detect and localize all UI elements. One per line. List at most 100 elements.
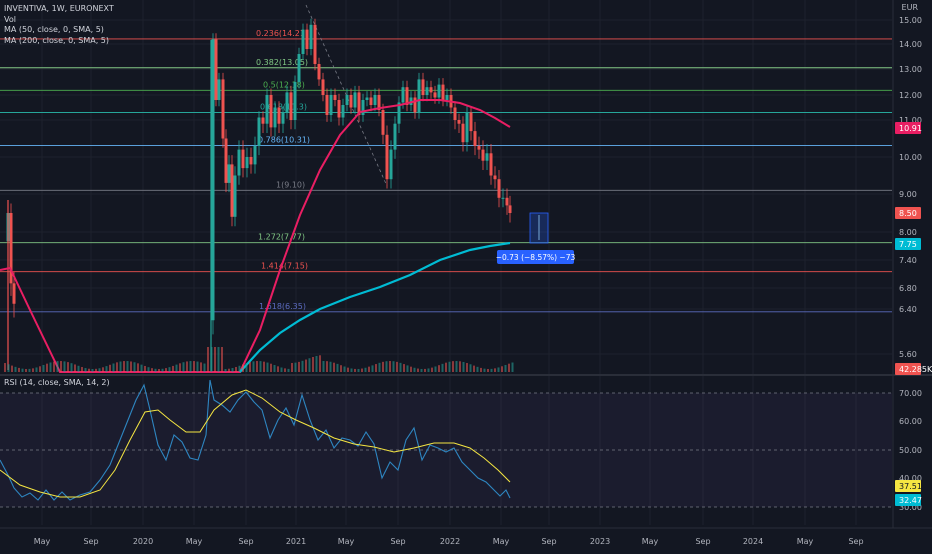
candle-body-54 [377,95,381,110]
candle-body-26 [265,95,269,124]
ma200-indicator-label[interactable]: MA (200, close, 0, SMA, 5) [4,35,110,45]
candle-body-60 [401,87,405,103]
volume-bar [413,367,416,372]
volume-bar [158,368,160,372]
volume-bar [25,368,27,372]
volume-bar [284,368,286,372]
candle-body-41 [325,95,329,115]
volume-bar [459,361,461,372]
volume-bar [294,362,297,372]
ma50-indicator-label[interactable]: MA (50, close, 0, SMA, 5) [4,25,104,34]
volume-bar [196,361,199,372]
volume-bar [504,364,507,372]
price-badge-bg-0 [895,122,921,134]
candle-body-71 [445,95,449,100]
date-tick-12: May [642,537,659,546]
date-tick-16: Sep [848,537,863,546]
volume-bar [4,363,6,372]
rsi-badge-1: 32.47 [899,496,922,505]
volume-bar [67,362,69,372]
volume-bars [4,347,514,372]
volume-bar [378,362,381,372]
symbol-title[interactable]: INVENTIVA, 1W, EURONEXT [4,4,114,13]
candle-body-70 [441,84,445,100]
volume-bar [11,365,13,372]
volume-bar [140,364,143,372]
volume-bar [60,361,62,372]
volume-bar [308,358,311,372]
volume-bar [382,361,384,372]
candle-body-77 [469,112,473,132]
candle-body-58 [393,123,397,150]
rsi-line [0,379,511,501]
candle-body-15 [224,138,228,183]
candle-body-36 [305,29,309,49]
candle-body-80 [481,149,485,161]
volume-bar [161,368,164,372]
rsi-indicator-label[interactable]: RSI (14, close, SMA, 14, 2) [4,378,110,387]
volume-bar [312,356,314,372]
candle-body-78 [473,131,477,146]
volume-bar [137,363,139,372]
ma200-line [239,241,511,373]
candle-body-32 [289,92,293,120]
volume-bar [357,368,360,372]
price-badge-bg-1 [895,207,921,219]
volume-bar [130,361,132,372]
volume-bar [476,366,479,372]
chart-legend: INVENTIVA, 1W, EURONEXT Vol MA (50, clos… [4,4,114,46]
price-badge-0: 10.91 [899,124,922,133]
candle-body-65 [421,79,425,95]
candle-body-21 [245,157,249,169]
volume-bar [102,367,104,372]
volume-bar [497,367,500,372]
volume-bar [480,367,482,372]
candle-body-63 [413,97,417,113]
candle-body-22 [249,157,253,165]
volume-bar [224,368,227,372]
volume-bar [235,366,237,372]
price-tick-7: 8.00 [899,228,917,237]
volume-bar [287,368,290,372]
candle-body-81 [485,153,489,161]
candle-body-59 [397,102,401,124]
volume-bar [448,361,451,372]
candle-body-14 [221,79,225,139]
rsi-tick-3: 40.00 [899,474,922,483]
currency-label: EUR [901,3,918,12]
volume-bar [273,365,276,372]
volume-bar [455,361,458,372]
price-tick-1: 14.00 [899,40,922,49]
volume-bar [238,365,241,372]
vol-indicator-label[interactable]: Vol [4,14,16,24]
volume-bar [123,361,125,372]
candles [6,18,512,335]
rsi-badge-bg-1 [895,494,921,506]
volume-bar [469,364,472,372]
rsi-ma-line [0,389,511,498]
date-tick-6: May [338,537,355,546]
volume-bar [490,368,493,372]
volume-bar [7,364,10,372]
volume-bar [221,347,223,372]
volume-bar [179,363,181,372]
candle-body-25 [261,117,265,124]
price-tick-6: 9.00 [899,190,917,199]
candle-body-55 [381,110,385,135]
candle-body-35 [301,29,305,54]
date-tick-7: Sep [390,537,405,546]
volume-bar [340,365,342,372]
volume-bar [431,367,433,372]
volume-bar [371,365,374,372]
date-tick-0: May [34,537,51,546]
candle-body-67 [429,87,433,93]
candle-body-61 [405,87,409,105]
volume-bar [105,366,108,372]
candle-body-42 [329,95,333,115]
price-badge-1: 8.50 [899,209,917,218]
volume-bar [403,364,405,372]
volume-bar [462,361,465,372]
volume-bar [434,366,437,372]
